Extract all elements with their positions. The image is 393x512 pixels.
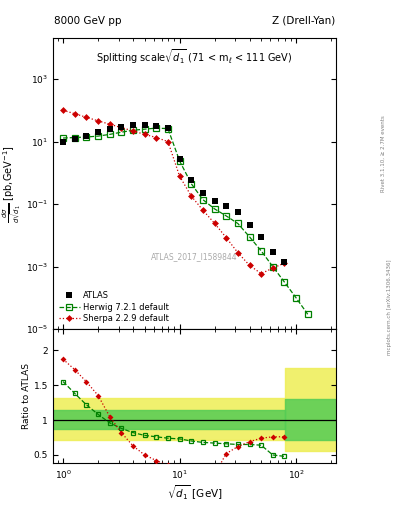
ATLAS bbox=[72, 136, 77, 142]
ATLAS bbox=[165, 125, 170, 131]
X-axis label: $\sqrt{d_1}$ [GeV]: $\sqrt{d_1}$ [GeV] bbox=[167, 483, 222, 502]
Text: Z (Drell-Yan): Z (Drell-Yan) bbox=[272, 15, 335, 26]
Sherpa 2.2.9 default bbox=[119, 124, 124, 131]
ATLAS bbox=[119, 123, 124, 130]
Sherpa 2.2.9 default bbox=[61, 107, 66, 113]
Text: 8000 GeV pp: 8000 GeV pp bbox=[54, 15, 121, 26]
Herwig 7.2.1 default bbox=[84, 134, 88, 140]
Sherpa 2.2.9 default bbox=[212, 221, 217, 227]
ATLAS bbox=[189, 177, 194, 183]
Sherpa 2.2.9 default bbox=[282, 260, 287, 266]
Sherpa 2.2.9 default bbox=[189, 193, 194, 199]
Legend: ATLAS, Herwig 7.2.1 default, Sherpa 2.2.9 default: ATLAS, Herwig 7.2.1 default, Sherpa 2.2.… bbox=[57, 290, 171, 325]
Sherpa 2.2.9 default bbox=[107, 121, 112, 127]
Line: Sherpa 2.2.9 default: Sherpa 2.2.9 default bbox=[61, 108, 287, 276]
Herwig 7.2.1 default bbox=[189, 181, 194, 187]
Herwig 7.2.1 default bbox=[270, 264, 275, 270]
Text: ATLAS_2017_I1589844: ATLAS_2017_I1589844 bbox=[151, 252, 238, 261]
Sherpa 2.2.9 default bbox=[200, 207, 205, 213]
ATLAS bbox=[200, 190, 205, 197]
Herwig 7.2.1 default bbox=[165, 125, 170, 132]
Sherpa 2.2.9 default bbox=[177, 173, 182, 179]
ATLAS bbox=[224, 203, 229, 209]
ATLAS bbox=[247, 222, 252, 228]
Herwig 7.2.1 default bbox=[224, 213, 229, 219]
Sherpa 2.2.9 default bbox=[72, 111, 77, 117]
Herwig 7.2.1 default bbox=[107, 131, 112, 137]
Sherpa 2.2.9 default bbox=[165, 139, 170, 145]
Herwig 7.2.1 default bbox=[130, 127, 135, 133]
ATLAS bbox=[282, 259, 287, 265]
Herwig 7.2.1 default bbox=[200, 197, 205, 203]
Text: Rivet 3.1.10, ≥ 2.7M events: Rivet 3.1.10, ≥ 2.7M events bbox=[381, 115, 386, 192]
Herwig 7.2.1 default bbox=[305, 311, 310, 317]
Sherpa 2.2.9 default bbox=[130, 128, 135, 134]
Herwig 7.2.1 default bbox=[247, 234, 252, 240]
ATLAS bbox=[130, 122, 135, 129]
Herwig 7.2.1 default bbox=[154, 125, 159, 131]
Text: Splitting scale$\sqrt{d_1}$ (71 < m$_\ell$ < 111 GeV): Splitting scale$\sqrt{d_1}$ (71 < m$_\el… bbox=[96, 47, 293, 66]
Y-axis label: Ratio to ATLAS: Ratio to ATLAS bbox=[22, 363, 31, 429]
ATLAS bbox=[154, 123, 159, 129]
Herwig 7.2.1 default bbox=[119, 129, 124, 135]
ATLAS bbox=[107, 126, 112, 132]
ATLAS bbox=[177, 156, 182, 162]
Herwig 7.2.1 default bbox=[177, 158, 182, 164]
Line: ATLAS: ATLAS bbox=[60, 122, 288, 265]
Herwig 7.2.1 default bbox=[282, 279, 287, 285]
ATLAS bbox=[84, 133, 88, 139]
Herwig 7.2.1 default bbox=[96, 133, 101, 139]
Sherpa 2.2.9 default bbox=[247, 262, 252, 268]
Sherpa 2.2.9 default bbox=[224, 234, 229, 241]
Herwig 7.2.1 default bbox=[72, 135, 77, 141]
ATLAS bbox=[259, 234, 263, 240]
Sherpa 2.2.9 default bbox=[142, 131, 147, 137]
ATLAS bbox=[270, 249, 275, 255]
Herwig 7.2.1 default bbox=[294, 295, 298, 301]
Sherpa 2.2.9 default bbox=[96, 118, 101, 124]
Sherpa 2.2.9 default bbox=[259, 270, 263, 276]
Y-axis label: $\frac{d\sigma}{d\sqrt{d_1}}$ [pb,GeV$^{-1}$]: $\frac{d\sigma}{d\sqrt{d_1}}$ [pb,GeV$^{… bbox=[2, 145, 24, 223]
Line: Herwig 7.2.1 default: Herwig 7.2.1 default bbox=[60, 125, 310, 317]
Herwig 7.2.1 default bbox=[61, 135, 66, 141]
ATLAS bbox=[142, 122, 147, 128]
Herwig 7.2.1 default bbox=[142, 126, 147, 132]
Sherpa 2.2.9 default bbox=[154, 135, 159, 141]
Herwig 7.2.1 default bbox=[235, 221, 240, 227]
ATLAS bbox=[61, 139, 66, 145]
Herwig 7.2.1 default bbox=[212, 206, 217, 212]
Herwig 7.2.1 default bbox=[259, 248, 263, 254]
Text: mcplots.cern.ch [arXiv:1306.3436]: mcplots.cern.ch [arXiv:1306.3436] bbox=[387, 260, 391, 355]
Sherpa 2.2.9 default bbox=[235, 249, 240, 255]
Sherpa 2.2.9 default bbox=[84, 114, 88, 120]
ATLAS bbox=[212, 198, 217, 204]
ATLAS bbox=[235, 209, 240, 216]
ATLAS bbox=[96, 129, 101, 135]
Sherpa 2.2.9 default bbox=[270, 265, 275, 271]
